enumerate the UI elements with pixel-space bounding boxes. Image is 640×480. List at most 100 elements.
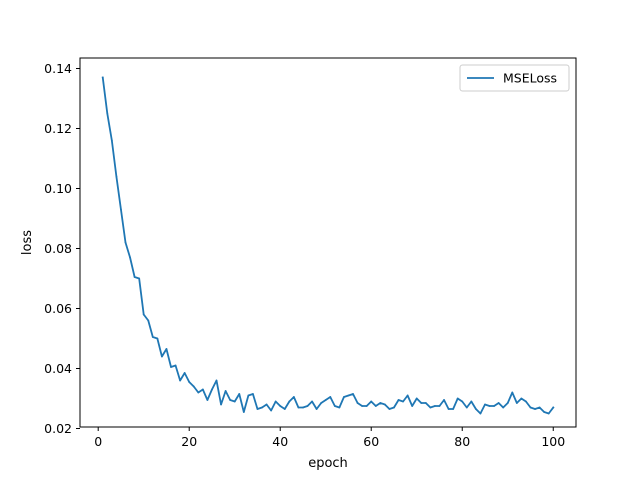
data-point (502, 406, 505, 409)
data-point (292, 396, 295, 398)
data-point (447, 408, 450, 410)
data-point (438, 405, 441, 407)
data-point (488, 405, 491, 407)
data-point (361, 405, 364, 407)
data-point (283, 408, 286, 410)
data-point (515, 402, 518, 404)
data-point (124, 241, 127, 244)
data-point (452, 408, 455, 410)
data-point (461, 400, 464, 403)
data-point (106, 112, 109, 115)
data-point (456, 397, 459, 400)
x-tick-label: 20 (181, 434, 197, 449)
x-axis-ticks: 0 20 40 60 80 100 (94, 427, 565, 449)
data-point (497, 402, 500, 404)
data-point (434, 405, 436, 407)
data-point (484, 403, 486, 406)
data-point (493, 405, 495, 407)
data-point (302, 406, 304, 409)
data-point (411, 405, 414, 407)
y-tick-label: 0.04 (44, 361, 72, 376)
data-point (101, 76, 104, 79)
y-tick-label: 0.12 (44, 121, 72, 136)
data-point (338, 406, 341, 409)
x-tick-label: 0 (94, 434, 102, 449)
data-point (552, 406, 555, 409)
data-point (343, 396, 345, 398)
series-layer (101, 76, 555, 415)
data-point (356, 402, 359, 404)
data-point (288, 400, 291, 403)
data-point (110, 139, 113, 142)
data-point (474, 408, 477, 410)
data-point (329, 396, 332, 398)
data-point (233, 400, 236, 403)
data-point (197, 391, 200, 394)
data-point (543, 411, 546, 413)
x-tick-label: 60 (363, 434, 379, 449)
data-point (333, 405, 336, 407)
data-point (156, 337, 159, 340)
y-tick-label: 0.14 (44, 61, 72, 76)
data-point (192, 385, 195, 388)
data-point (247, 394, 250, 397)
data-point (525, 400, 527, 403)
data-point (379, 402, 382, 404)
data-point (311, 400, 313, 403)
y-axis-label: loss (20, 230, 35, 255)
data-point (388, 408, 391, 410)
data-point (161, 355, 163, 358)
data-point (506, 402, 509, 404)
data-point (347, 394, 350, 397)
data-point (370, 400, 373, 403)
data-point (374, 405, 377, 407)
legend: MSELoss (459, 64, 570, 92)
data-point (315, 408, 318, 410)
data-point (415, 397, 418, 400)
y-tick-label: 0.06 (44, 301, 72, 316)
data-point (256, 408, 259, 410)
data-point (188, 381, 191, 383)
data-point (279, 405, 282, 407)
data-point (420, 402, 423, 404)
x-tick-label: 40 (272, 434, 288, 449)
data-point (402, 400, 404, 403)
data-point (352, 393, 354, 395)
data-point (174, 364, 177, 367)
data-point (129, 256, 131, 259)
data-point (479, 412, 482, 415)
data-point (165, 348, 168, 350)
data-point (397, 399, 400, 401)
series-line-mseloss (101, 76, 555, 415)
data-point (211, 388, 213, 391)
data-point (138, 277, 141, 280)
data-point (320, 402, 323, 404)
y-tick-label: 0.10 (44, 181, 72, 196)
x-axis-label: epoch (308, 456, 348, 471)
data-point (538, 406, 541, 409)
data-point (206, 399, 209, 401)
legend-box (459, 64, 570, 92)
data-point (443, 399, 445, 401)
data-point (242, 411, 245, 413)
x-tick-label: 80 (454, 434, 470, 449)
plot-frame (79, 57, 577, 428)
y-tick-label: 0.08 (44, 241, 72, 256)
data-point (201, 388, 204, 391)
data-point (547, 412, 550, 415)
y-axis-ticks: 0.02 0.04 0.06 0.08 0.10 0.12 0.14 (44, 61, 80, 436)
data-point (147, 319, 150, 322)
data-point (120, 208, 122, 211)
data-point (534, 408, 536, 410)
data-point (170, 366, 172, 368)
data-point (183, 372, 186, 374)
data-point (151, 336, 154, 338)
data-point (252, 393, 254, 395)
data-point (261, 406, 263, 409)
x-tick-label: 100 (541, 434, 565, 449)
data-point (470, 400, 473, 403)
data-point (365, 405, 368, 407)
data-point (179, 379, 182, 382)
data-point (511, 391, 514, 394)
